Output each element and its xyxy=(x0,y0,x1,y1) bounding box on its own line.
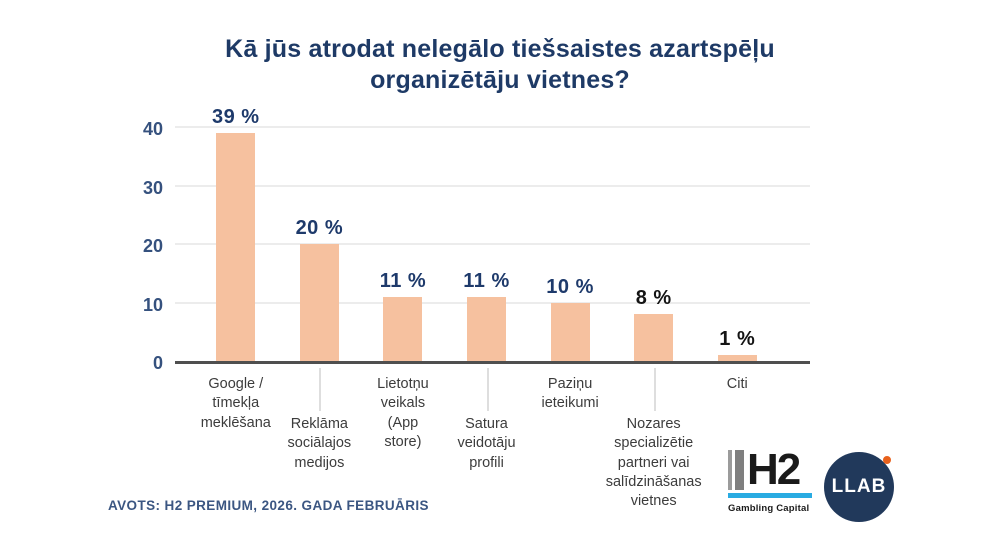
bar-column-6: 8 % xyxy=(612,106,696,361)
h2-logo-bar-icon xyxy=(728,450,732,490)
source-note: AVOTS: H2 PREMIUM, 2026. GADA FEBRUĀRIS xyxy=(108,498,429,513)
xlabel-cell-4: Satura veidotāju profili xyxy=(445,368,529,473)
h2-logo-underline xyxy=(728,493,812,498)
xlabel-cell-2: Reklāma sociālajos medijos xyxy=(278,368,362,473)
bar xyxy=(550,302,590,361)
bar xyxy=(216,133,256,361)
xlabel-cell-5: Paziņu ieteikumi xyxy=(528,368,612,414)
x-axis-labels: Google / tīmekļa meklēšana Reklāma sociāl… xyxy=(194,368,779,511)
xlabel-cell-7: Citi xyxy=(695,368,779,394)
bar xyxy=(634,314,674,361)
bar-column-2: 20 % xyxy=(278,106,362,361)
chart-title-text: Kā jūs atrodat nelegālo tiešsaistes azar… xyxy=(225,35,775,95)
gridline-y20 xyxy=(175,243,810,245)
bar-column-7: 1 % xyxy=(695,106,779,361)
category-label: Lietotņu veikals (App store) xyxy=(377,376,429,450)
bar-value-label: 11 % xyxy=(379,269,427,292)
h2-logo-bar-icon xyxy=(735,450,744,490)
h2-gambling-capital-logo: H2 Gambling Capital xyxy=(728,446,814,514)
bar-column-4: 11 % xyxy=(445,106,529,361)
gridline-y30 xyxy=(175,184,810,187)
ytick-label-10: 10 xyxy=(142,294,163,315)
bar-column-5: 10 % xyxy=(528,106,612,361)
bar-value-label: 20 % xyxy=(295,217,344,239)
bar-value-label: 10 % xyxy=(546,275,594,298)
ytick-label-0: 0 xyxy=(152,353,163,373)
llab-logo: LLAB xyxy=(824,452,896,524)
h2-logo-mark: H2 xyxy=(728,444,814,494)
bar-column-3: 11 % xyxy=(361,106,445,361)
h2-logo-text: H2 xyxy=(747,444,801,494)
category-label: Nozares specializētie partneri vai salīd… xyxy=(605,416,702,510)
ytick-label-30: 30 xyxy=(142,177,163,198)
ytick-label-40: 40 xyxy=(142,119,163,139)
gridline-y40 xyxy=(175,126,810,128)
xaxis-leader-tick xyxy=(653,368,656,411)
bar xyxy=(467,296,507,361)
bar-value-label: 39 % xyxy=(211,106,260,128)
bar xyxy=(383,296,423,361)
bar xyxy=(717,355,757,361)
bar-value-label: 11 % xyxy=(463,269,510,292)
xlabel-cell-3: Lietotņu veikals (App store) xyxy=(361,368,445,452)
llab-logo-circle: LLAB xyxy=(824,452,894,522)
xlabel-cell-1: Google / tīmekļa meklēšana xyxy=(194,368,278,433)
category-label: Citi xyxy=(726,376,748,392)
bar-value-label: 8 % xyxy=(635,287,672,310)
bars-row: 39 % 20 % 11 % 11 % 10 % 8 % 1 % xyxy=(194,106,779,361)
llab-logo-dot-icon xyxy=(883,456,891,464)
category-label: Paziņu ieteikumi xyxy=(541,376,599,412)
bar-value-label: 1 % xyxy=(719,328,756,351)
xlabel-cell-6: Nozares specializētie partneri vai salīd… xyxy=(606,368,702,511)
plot-area: 39 % 20 % 11 % 11 % 10 % 8 % 1 % xyxy=(175,106,810,364)
bar xyxy=(299,244,339,361)
chart-title: Kā jūs atrodat nelegālo tiešsaistes azar… xyxy=(0,34,1000,97)
category-label: Reklāma sociālajos medijos xyxy=(287,416,352,471)
llab-logo-text: LLAB xyxy=(831,476,887,497)
ytick-label-20: 20 xyxy=(142,236,163,256)
xaxis-leader-tick xyxy=(486,368,489,411)
h2-logo-subtext: Gambling Capital xyxy=(728,503,810,514)
xaxis-leader-tick xyxy=(319,368,322,411)
category-label: Google / tīmekļa meklēšana xyxy=(200,376,271,431)
bar-column-1: 39 % xyxy=(194,106,278,361)
category-label: Satura veidotāju profili xyxy=(457,416,516,471)
